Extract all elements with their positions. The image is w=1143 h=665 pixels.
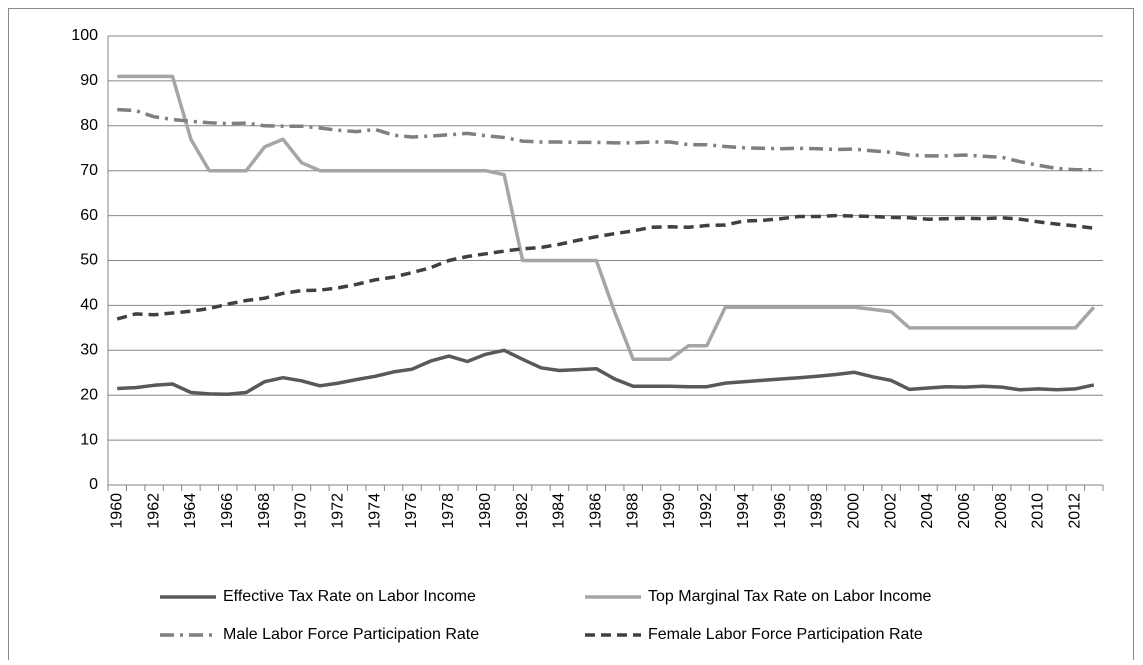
x-tick-label: 1982 [514, 493, 531, 529]
x-tick-label: 1980 [477, 493, 494, 529]
chart-border [8, 8, 1134, 665]
x-tick-label: 1998 [809, 493, 826, 529]
legend-label: Female Labor Force Participation Rate [648, 626, 923, 643]
x-tick-label: 1960 [108, 493, 125, 529]
x-tick-label: 2002 [882, 493, 899, 529]
legend-item: Top Marginal Tax Rate on Labor Income [585, 588, 932, 605]
legend-item: Male Labor Force Participation Rate [160, 626, 479, 643]
y-tick-label: 100 [71, 27, 98, 44]
legend-label: Effective Tax Rate on Labor Income [223, 588, 476, 605]
legend-item: Female Labor Force Participation Rate [585, 626, 923, 643]
y-tick-label: 20 [80, 386, 98, 403]
y-tick-label: 10 [80, 431, 98, 448]
y-tick-label: 40 [80, 297, 98, 314]
line-series [117, 107, 1094, 172]
legend-label: Top Marginal Tax Rate on Labor Income [648, 588, 932, 605]
x-tick-label: 1986 [588, 493, 605, 529]
x-tick-label: 1994 [735, 493, 752, 529]
x-tick-label: 2008 [993, 493, 1010, 529]
y-tick-label: 30 [80, 342, 98, 359]
x-tick-label: 1984 [551, 493, 568, 529]
x-tick-label: 1966 [219, 493, 236, 529]
y-tick-label: 50 [80, 252, 98, 269]
y-tick-label: 70 [80, 162, 98, 179]
x-tick-label: 1972 [330, 493, 347, 529]
x-tick-label: 1988 [624, 493, 641, 529]
y-tick-label: 60 [80, 207, 98, 224]
x-tick-label: 2010 [1030, 493, 1047, 529]
x-tick-label: 1964 [182, 493, 199, 529]
x-tick-label: 1976 [403, 493, 420, 529]
x-tick-label: 1992 [698, 493, 715, 529]
legend-label: Male Labor Force Participation Rate [223, 626, 479, 643]
y-tick-label: 90 [80, 72, 98, 89]
x-tick-label: 2006 [956, 493, 973, 529]
x-tick-label: 1962 [145, 493, 162, 529]
x-tick-label: 2004 [919, 493, 936, 529]
x-tick-label: 2000 [845, 493, 862, 529]
line-series [116, 213, 1095, 321]
x-tick-label: 1968 [256, 493, 273, 529]
x-tick-label: 2012 [1067, 493, 1084, 529]
y-tick-label: 0 [89, 476, 98, 493]
x-tick-label: 1970 [293, 493, 310, 529]
line-series [117, 74, 1096, 362]
x-tick-label: 1974 [366, 493, 383, 529]
legend-item: Effective Tax Rate on Labor Income [160, 588, 476, 605]
line-series [117, 348, 1095, 397]
x-tick-label: 1990 [661, 493, 678, 529]
y-tick-label: 80 [80, 117, 98, 134]
x-tick-label: 1978 [440, 493, 457, 529]
x-tick-label: 1996 [772, 493, 789, 529]
